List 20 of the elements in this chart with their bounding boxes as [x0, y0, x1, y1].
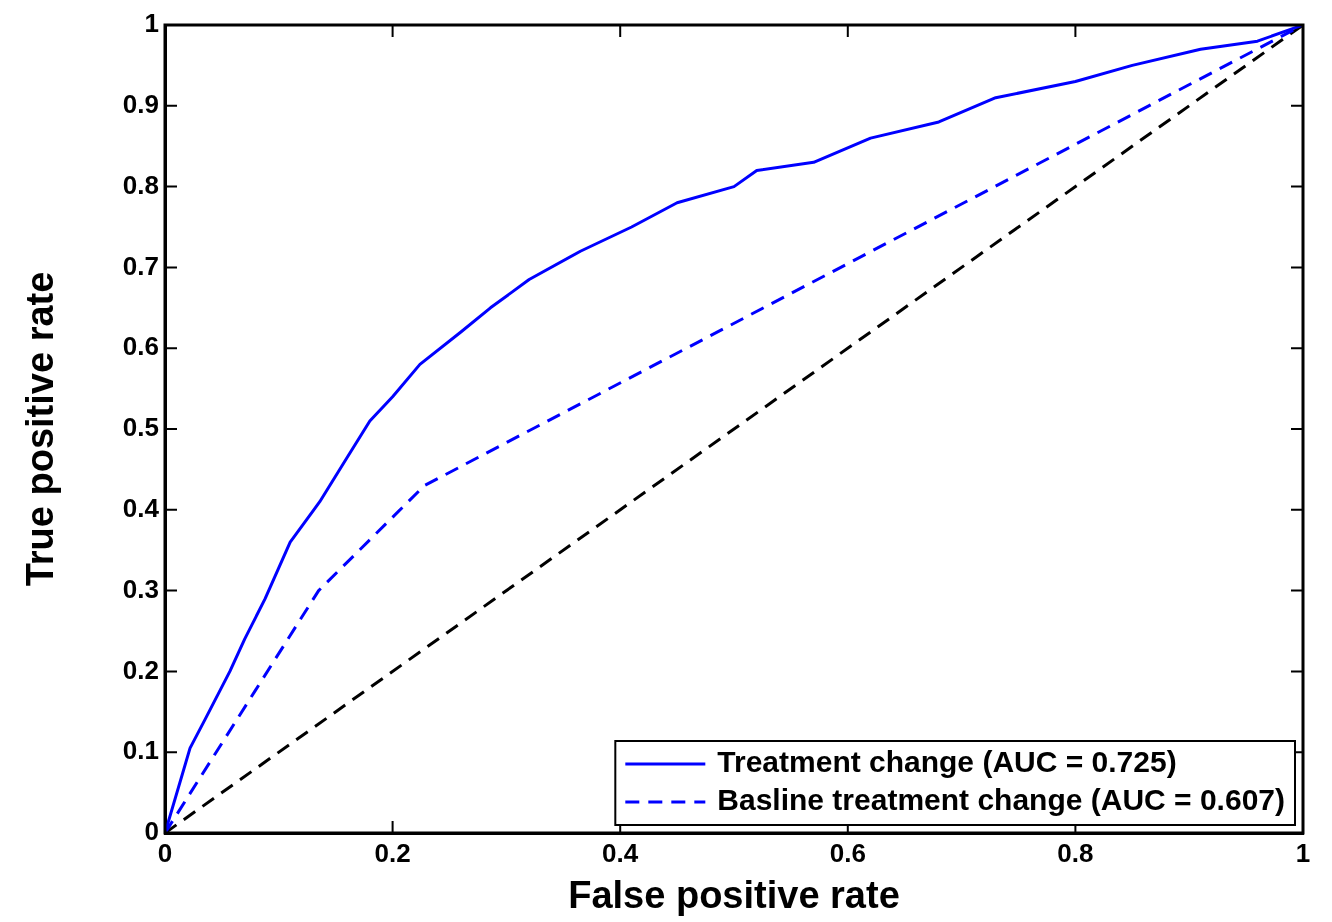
legend-label: Basline treatment change (AUC = 0.607) — [717, 783, 1285, 817]
x-tick-label: 0.8 — [1057, 837, 1094, 868]
y-tick-label: 0.9 — [122, 88, 159, 119]
y-tick-label: 0.5 — [122, 412, 159, 443]
y-tick-label: 0.4 — [122, 492, 160, 523]
y-tick-label: 0.7 — [122, 250, 159, 281]
x-tick-label: 0.6 — [829, 837, 866, 868]
y-tick-label: 0 — [144, 816, 159, 847]
y-tick-label: 0.1 — [122, 735, 159, 766]
y-tick-label: 0.8 — [122, 169, 159, 200]
legend-label: Treatment change (AUC = 0.725) — [717, 745, 1177, 779]
y-tick-label: 0.2 — [122, 654, 159, 685]
y-axis-title: True positive rate — [19, 271, 62, 587]
y-tick-label: 0.6 — [122, 331, 159, 362]
x-tick-label: 1 — [1295, 837, 1311, 868]
x-axis-title: False positive rate — [568, 873, 900, 916]
y-tick-label: 1 — [144, 8, 159, 39]
x-tick-label: 0.4 — [602, 837, 639, 868]
y-tick-label: 0.3 — [122, 573, 159, 604]
x-tick-label: 0.2 — [374, 837, 411, 868]
